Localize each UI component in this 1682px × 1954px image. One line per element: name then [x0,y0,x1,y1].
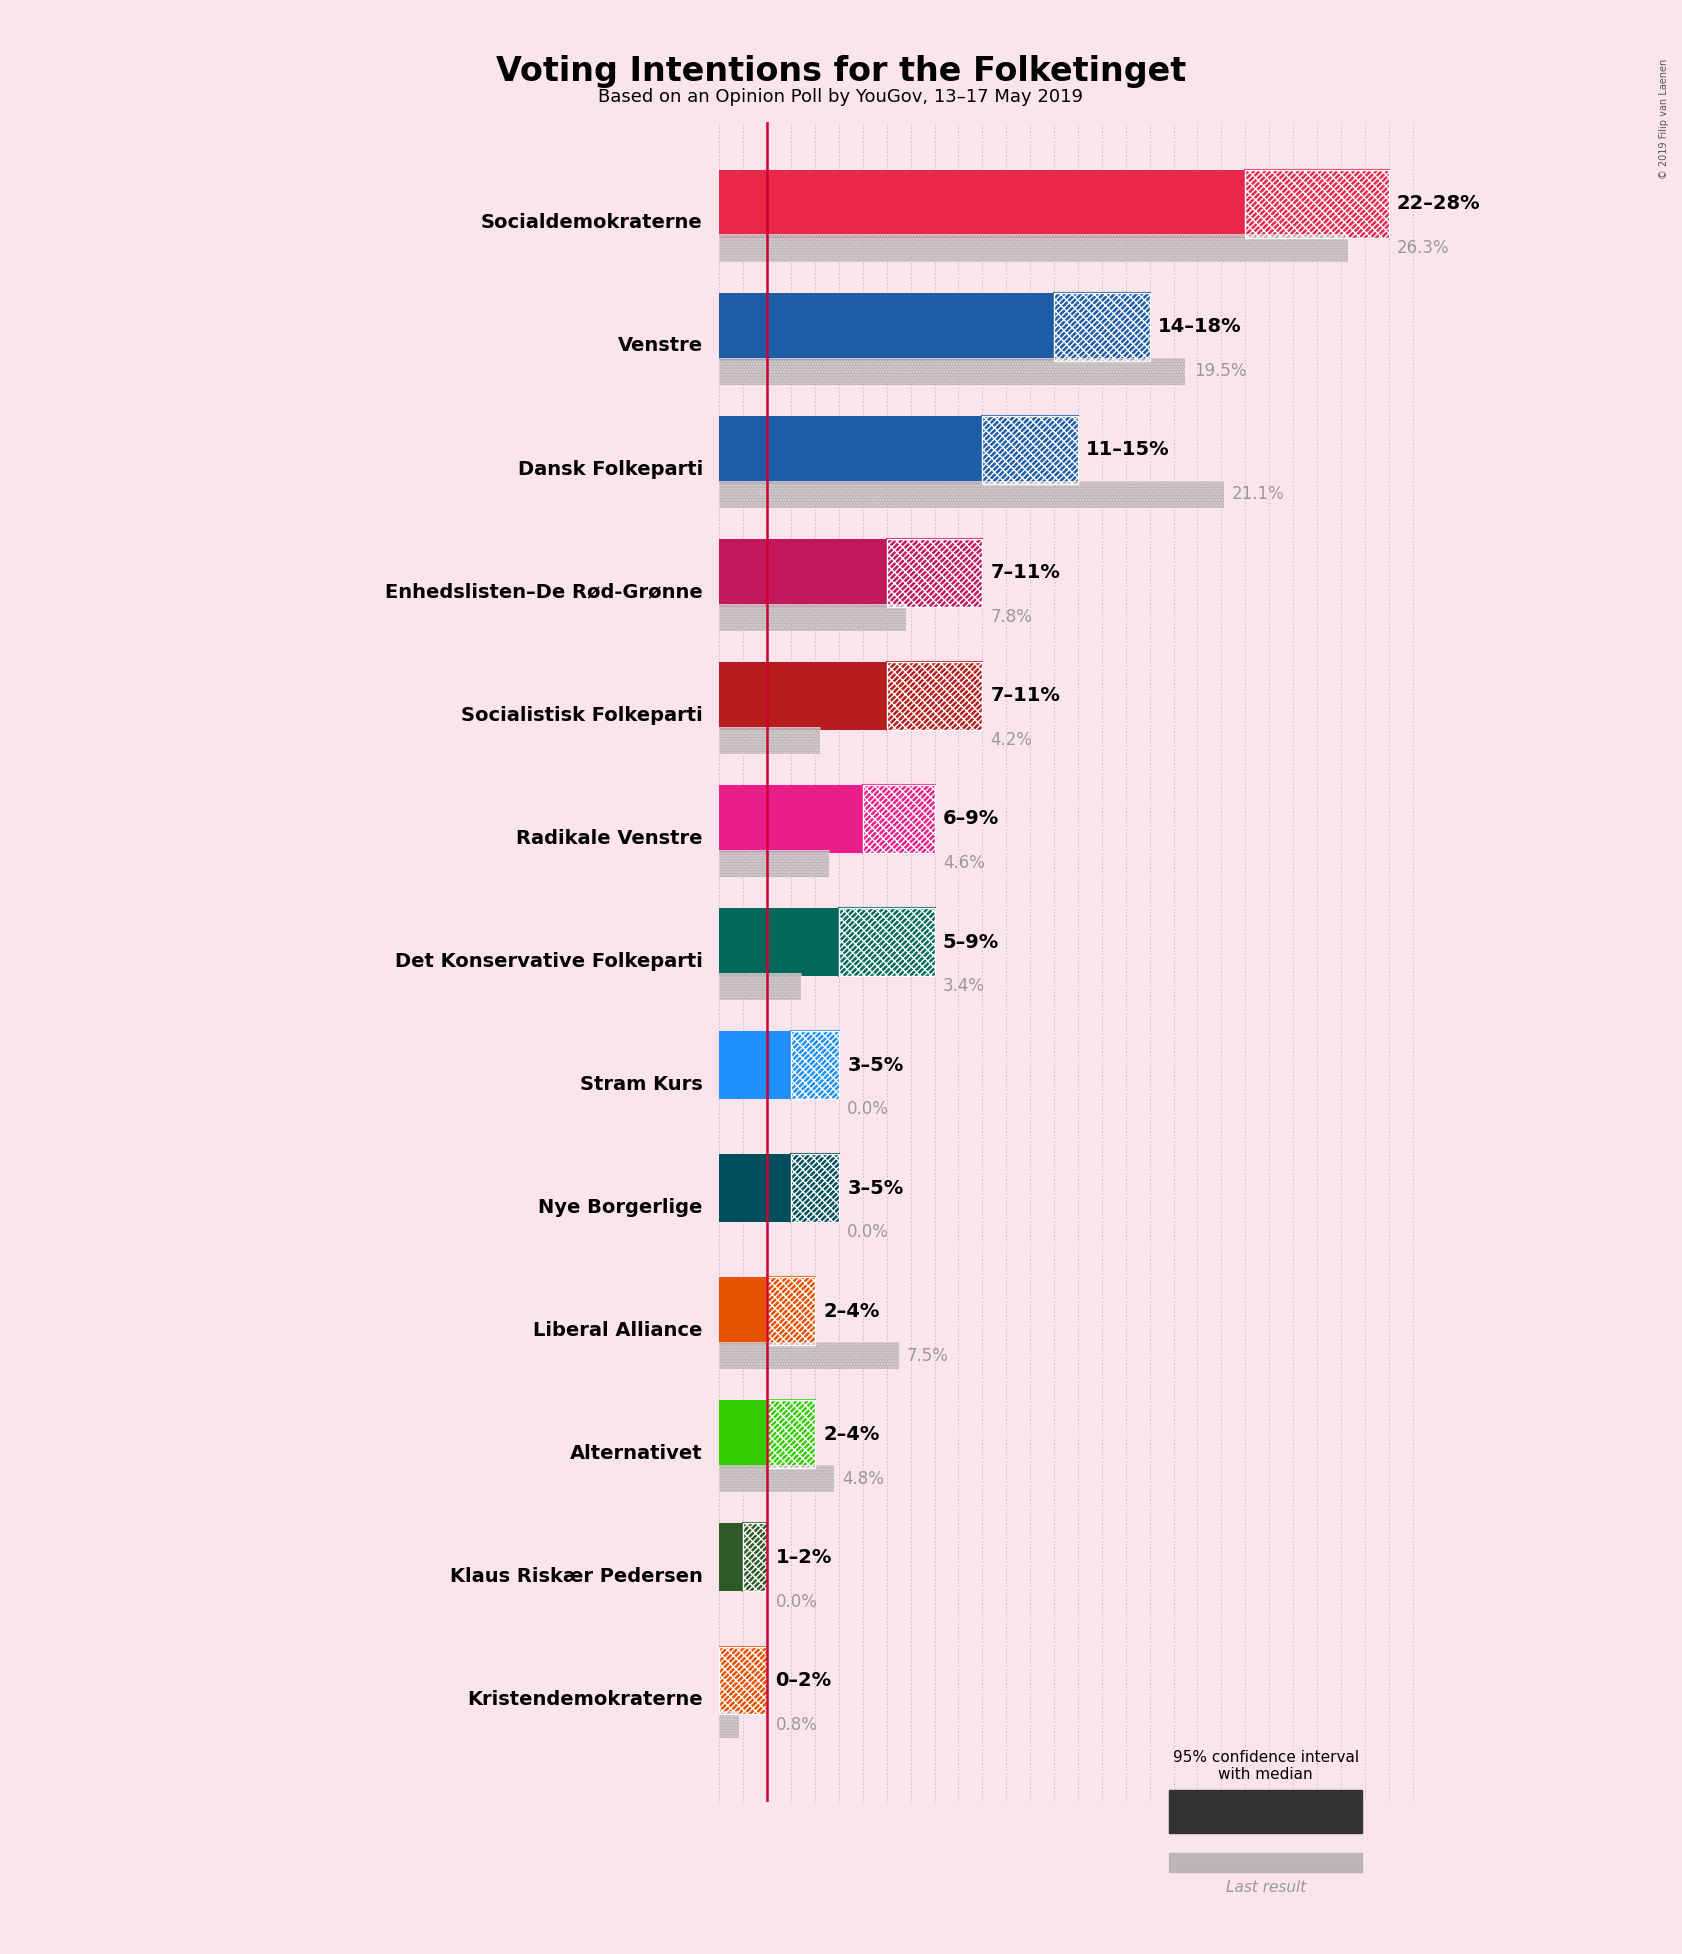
Text: 3.4%: 3.4% [944,977,986,995]
Text: 0.0%: 0.0% [848,1100,890,1118]
Bar [720,662,886,729]
Text: 1–2%: 1–2% [775,1548,833,1567]
Bar [720,1342,898,1370]
Bar [886,539,982,606]
Bar [720,1524,743,1591]
Text: 7–11%: 7–11% [991,686,1061,705]
Bar [1245,170,1389,238]
Bar [791,1155,839,1221]
Text: 3–5%: 3–5% [848,1178,903,1198]
Bar [720,1712,738,1739]
Bar [720,973,801,1000]
Bar [720,358,1186,385]
Bar [743,1524,767,1591]
Text: 7–11%: 7–11% [991,563,1061,582]
Text: 6–9%: 6–9% [944,809,999,828]
Bar [720,1712,738,1739]
Text: 11–15%: 11–15% [1087,440,1171,459]
Bar [720,234,1347,262]
Text: 2–4%: 2–4% [824,1301,880,1321]
Bar [720,786,863,852]
Text: Last result: Last result [1226,1880,1305,1895]
Bar [720,234,1347,262]
Bar [767,1401,816,1467]
Bar [720,170,1245,238]
Bar [720,850,829,877]
Text: 0–2%: 0–2% [775,1671,831,1690]
Bar [767,1401,816,1467]
Bar [720,850,829,877]
Bar [720,1401,767,1467]
Bar [791,1032,839,1098]
Bar [839,909,935,975]
Text: 4.2%: 4.2% [991,731,1033,748]
Bar [720,1032,791,1098]
Bar [982,416,1078,485]
Text: 7.8%: 7.8% [991,608,1033,625]
Bar [720,1155,791,1221]
Bar [720,727,819,754]
Text: 4.8%: 4.8% [843,1469,885,1487]
Text: 26.3%: 26.3% [1398,238,1450,258]
Text: 2–4%: 2–4% [824,1424,880,1444]
Bar [1055,293,1149,361]
Bar [720,481,1224,508]
Bar [720,1342,898,1370]
Text: 0.8%: 0.8% [775,1716,817,1733]
Bar [720,973,801,1000]
Bar [720,293,1055,361]
Bar [886,662,982,729]
Text: Voting Intentions for the Folketinget: Voting Intentions for the Folketinget [496,55,1186,88]
Bar [767,1278,816,1344]
Bar [720,1466,834,1493]
Bar [720,909,839,975]
Text: 5–9%: 5–9% [944,932,999,952]
Bar [720,604,907,631]
Bar [791,1155,839,1221]
Bar [982,416,1078,485]
Text: 19.5%: 19.5% [1194,361,1246,379]
Text: © 2019 Filip van Laenen: © 2019 Filip van Laenen [1658,59,1669,180]
Text: Based on an Opinion Poll by YouGov, 13–17 May 2019: Based on an Opinion Poll by YouGov, 13–1… [599,88,1083,106]
Bar [886,662,982,729]
Bar [720,481,1224,508]
Text: 0.0%: 0.0% [848,1223,890,1241]
Text: 14–18%: 14–18% [1157,317,1241,336]
Bar [791,1032,839,1098]
Bar [1055,293,1149,361]
Text: 4.6%: 4.6% [944,854,984,871]
Bar [720,727,819,754]
Bar [743,1524,767,1591]
Text: 0.0%: 0.0% [775,1593,817,1610]
Bar [863,786,935,852]
Bar [720,416,982,485]
Bar [720,604,907,631]
Bar [863,786,935,852]
Text: 95% confidence interval
with median: 95% confidence interval with median [1172,1749,1359,1782]
Bar [1245,170,1389,238]
Bar [720,1647,767,1714]
Bar [720,1466,834,1493]
Bar [720,1278,767,1344]
Text: 21.1%: 21.1% [1233,485,1285,502]
Bar [886,539,982,606]
Bar [720,1647,767,1714]
Bar [767,1278,816,1344]
Bar [720,539,886,606]
Bar [839,909,935,975]
Text: 3–5%: 3–5% [848,1055,903,1075]
Text: 22–28%: 22–28% [1398,193,1480,213]
Bar [720,358,1186,385]
Text: 7.5%: 7.5% [907,1346,949,1364]
